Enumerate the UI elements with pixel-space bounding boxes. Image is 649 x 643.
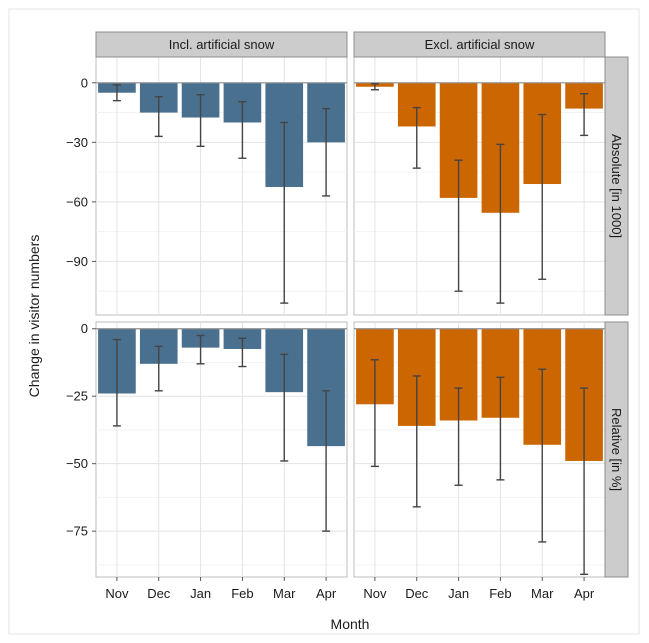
x-tick-label: Dec bbox=[405, 586, 429, 601]
y-axis-title: Change in visitor numbers bbox=[26, 235, 42, 398]
row-strip-label: Relative [in %] bbox=[609, 408, 624, 491]
panel-border bbox=[353, 56, 606, 316]
x-tick-label: Dec bbox=[147, 586, 171, 601]
y-tick-label: 0 bbox=[81, 75, 88, 90]
x-tick-label: Nov bbox=[363, 586, 387, 601]
x-tick-label: Feb bbox=[231, 586, 253, 601]
y-tick-label: −90 bbox=[66, 254, 88, 269]
row-strip bbox=[604, 321, 629, 578]
column-strip-label: Incl. artificial snow bbox=[169, 37, 275, 52]
x-tick-label: Mar bbox=[531, 586, 554, 601]
x-tick-label: Feb bbox=[489, 586, 511, 601]
y-tick-label: −50 bbox=[66, 456, 88, 471]
panel-border bbox=[353, 321, 606, 578]
x-tick-label: Apr bbox=[574, 586, 595, 601]
x-axis-title: Month bbox=[331, 616, 370, 632]
column-strip-label: Excl. artificial snow bbox=[425, 37, 535, 52]
x-tick-label: Apr bbox=[316, 586, 337, 601]
y-tick-label: −25 bbox=[66, 389, 88, 404]
y-tick-label: −30 bbox=[66, 135, 88, 150]
x-tick-label: Jan bbox=[448, 586, 469, 601]
y-tick-label: 0 bbox=[81, 321, 88, 336]
column-strip bbox=[95, 31, 348, 58]
panel-border bbox=[95, 56, 348, 316]
x-tick-label: Nov bbox=[105, 586, 129, 601]
row-strip bbox=[604, 56, 629, 316]
row-strip-label: Absolute [in 1000] bbox=[609, 134, 624, 238]
x-tick-label: Jan bbox=[190, 586, 211, 601]
x-tick-label: Mar bbox=[273, 586, 296, 601]
y-tick-label: −60 bbox=[66, 194, 88, 209]
panel-border bbox=[95, 321, 348, 578]
column-strip bbox=[353, 31, 606, 58]
y-tick-label: −75 bbox=[66, 524, 88, 539]
